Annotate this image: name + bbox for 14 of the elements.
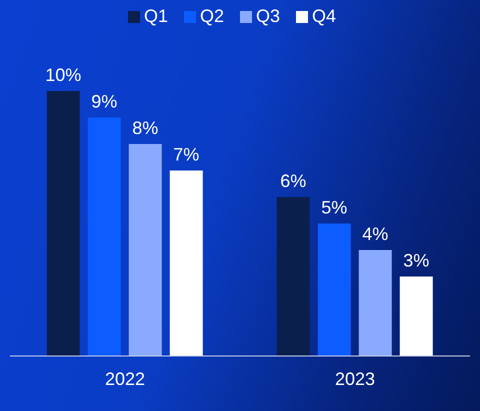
data-label: 7% xyxy=(173,144,200,164)
x-tick-label: 2023 xyxy=(334,368,376,389)
data-label: 3% xyxy=(403,250,430,270)
legend-label: Q4 xyxy=(312,6,336,26)
legend-label: Q1 xyxy=(144,6,168,26)
data-label: 6% xyxy=(280,171,306,191)
data-label: 8% xyxy=(132,118,158,138)
legend-label: Q3 xyxy=(256,6,280,26)
data-label: 4% xyxy=(362,224,388,244)
data-label: 5% xyxy=(321,198,348,218)
legend-label: Q2 xyxy=(200,6,224,26)
x-tick-label: 2022 xyxy=(104,368,146,389)
data-label: 9% xyxy=(91,92,118,112)
data-label: 10% xyxy=(45,65,82,85)
